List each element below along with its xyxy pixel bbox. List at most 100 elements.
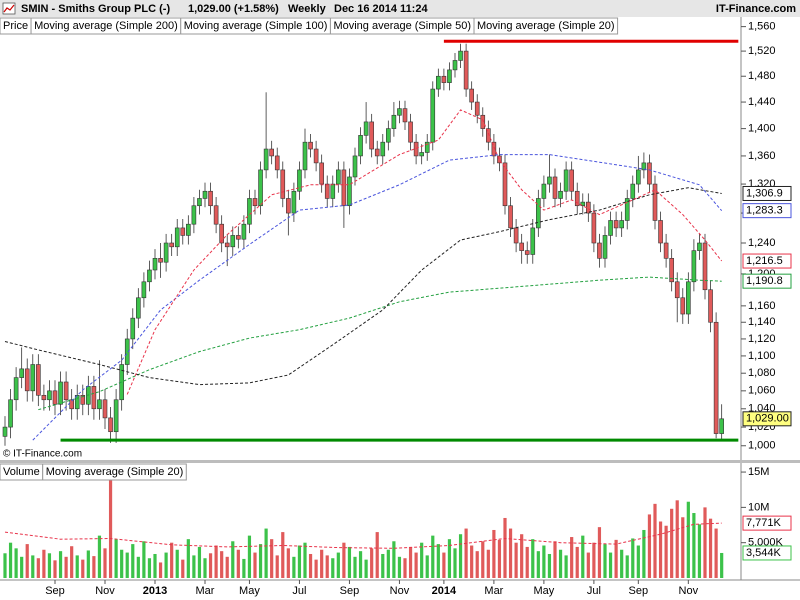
- volume-bar: [420, 542, 424, 578]
- volume-bar: [53, 560, 57, 578]
- candle-body: [236, 235, 241, 240]
- volume-bar: [370, 548, 374, 578]
- volume-bar: [508, 528, 513, 578]
- last-value-box: [742, 253, 792, 269]
- volume-bar: [720, 552, 724, 578]
- candle-body: [263, 148, 269, 171]
- candle-body: [686, 281, 691, 315]
- candle-body: [458, 50, 463, 61]
- volume-bar: [186, 539, 190, 578]
- quote: 1,029.00 (+1.58%): [188, 3, 279, 15]
- candle-body: [113, 399, 119, 433]
- candle-body: [669, 258, 674, 283]
- volume-bar: [697, 524, 702, 578]
- candle-body: [647, 162, 652, 185]
- candle-body: [280, 169, 286, 199]
- volume-bar: [136, 556, 140, 578]
- candle-body: [530, 227, 536, 255]
- volume-bar: [42, 549, 46, 578]
- last-value-label: 7,771K: [746, 517, 782, 529]
- x-tick-label: Sep: [45, 585, 65, 597]
- volume-bar: [558, 549, 563, 578]
- x-tick-label: Jul: [292, 585, 306, 597]
- candle-body: [397, 108, 402, 116]
- panel-separator: [0, 460, 800, 463]
- candle-body: [652, 183, 658, 221]
- volume-bar: [664, 525, 668, 578]
- volume-bar: [97, 535, 102, 578]
- candle-body: [691, 250, 697, 283]
- legend-label: Moving average (Simple 20): [477, 20, 615, 32]
- volume-bar: [542, 545, 546, 578]
- legend-label: Moving average (Simple 20): [46, 466, 184, 478]
- volume-bar: [64, 556, 68, 578]
- volume-bar: [142, 541, 146, 578]
- candle-body: [52, 390, 58, 405]
- volume-bar: [336, 552, 340, 578]
- candle-body: [352, 155, 358, 178]
- legend-label: Volume: [3, 466, 40, 478]
- candle-body: [219, 223, 224, 244]
- y-tick-label: 1,000: [748, 440, 776, 452]
- volume-bar: [492, 529, 496, 578]
- candle-body: [47, 390, 52, 401]
- period: Weekly: [288, 3, 327, 15]
- candle-body: [8, 399, 13, 428]
- volume-bar: [642, 529, 646, 578]
- candle-body: [319, 162, 324, 185]
- volume-bar: [464, 528, 468, 578]
- candle-body: [641, 162, 647, 171]
- volume-bar: [70, 546, 74, 578]
- candle-body: [702, 242, 708, 291]
- candle-body: [102, 399, 108, 419]
- moving-average-line: [4, 522, 722, 549]
- candle-body: [302, 141, 308, 171]
- volume-bar: [114, 539, 118, 578]
- volume-bar: [647, 514, 652, 578]
- candle-body: [330, 183, 336, 199]
- y-tick-label: 1,080: [748, 367, 776, 379]
- volume-bar: [347, 546, 352, 578]
- volume-bar: [681, 517, 685, 578]
- candle-body: [274, 155, 280, 171]
- candle-body: [108, 417, 113, 433]
- moving-average-line: [38, 276, 722, 411]
- volume-bar: [275, 555, 279, 578]
- volume-bar: [247, 535, 252, 578]
- volume-bar: [147, 558, 152, 578]
- x-tick-label: Mar: [196, 585, 215, 597]
- candle-body: [624, 198, 630, 221]
- volume-bar: [631, 538, 635, 578]
- volume-bar: [20, 556, 24, 578]
- candle-body: [308, 141, 313, 150]
- last-value-box: [742, 203, 792, 219]
- candle-body: [358, 135, 363, 157]
- candle-body: [186, 223, 191, 236]
- chart-title: SMIN - Smiths Group PLC (-): [21, 3, 170, 15]
- volume-bar: [220, 551, 224, 578]
- volume-bar: [320, 549, 324, 578]
- volume-bar: [214, 545, 218, 578]
- candle-body: [391, 114, 397, 129]
- candle-body: [569, 169, 574, 192]
- x-tick-label: Nov: [679, 585, 699, 597]
- x-tick-label: May: [533, 585, 554, 597]
- last-value-label: 1,283.3: [746, 205, 783, 217]
- candle-body: [436, 75, 441, 90]
- volume-bar: [170, 542, 174, 578]
- candle-body: [36, 364, 41, 396]
- legend-label: Price: [3, 20, 28, 32]
- candle-body: [2, 426, 8, 437]
- candle-body: [497, 155, 502, 164]
- last-value-label: 1,306.9: [746, 187, 783, 199]
- volume-bar: [692, 513, 696, 578]
- volume-bar: [258, 544, 263, 578]
- moving-average-line: [4, 187, 722, 386]
- volume-bar: [92, 556, 96, 578]
- volume-bar: [197, 546, 202, 578]
- candle-body: [547, 176, 552, 185]
- volume-bar: [620, 549, 624, 578]
- candle-body: [152, 258, 158, 271]
- candle-body: [147, 269, 152, 283]
- volume-bar: [14, 548, 18, 578]
